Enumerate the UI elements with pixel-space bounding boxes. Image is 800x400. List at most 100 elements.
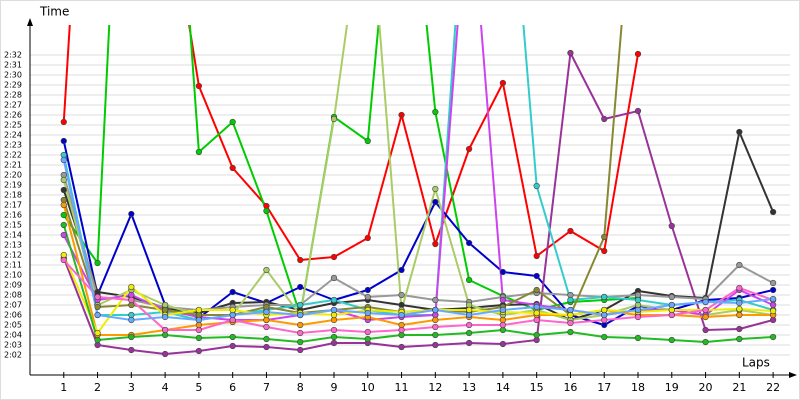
x-tick-label: 20 — [699, 381, 713, 394]
point — [128, 316, 135, 324]
y-tick-label: 2:20 — [4, 171, 22, 180]
y-tick-label: 2:07 — [4, 301, 22, 310]
point — [466, 329, 473, 337]
y-tick-label: 2:29 — [4, 81, 22, 90]
point — [567, 49, 574, 57]
y-tick-label: 2:15 — [4, 221, 22, 230]
point — [601, 311, 608, 319]
x-tick-label: 3 — [128, 381, 135, 394]
point — [229, 288, 236, 296]
point — [94, 293, 101, 301]
y-tick-label: 2:14 — [4, 231, 22, 240]
point — [297, 311, 304, 319]
point — [533, 272, 540, 280]
point — [128, 346, 135, 354]
point — [195, 326, 202, 334]
point — [668, 336, 675, 344]
point — [432, 316, 439, 324]
point — [94, 329, 101, 337]
point — [94, 311, 101, 319]
point — [195, 82, 202, 90]
point — [601, 333, 608, 341]
x-tick-label: 15 — [530, 381, 544, 394]
point — [432, 341, 439, 349]
x-tick-label: 10 — [361, 381, 375, 394]
point — [398, 291, 405, 299]
series-line — [62, 25, 639, 261]
y-tick-label: 2:22 — [4, 151, 22, 160]
x-tick-label: 4 — [162, 381, 169, 394]
point — [330, 339, 338, 347]
point — [297, 301, 304, 309]
point — [297, 338, 304, 346]
x-tick-label: 11 — [395, 381, 409, 394]
point — [94, 336, 101, 344]
point — [499, 79, 506, 87]
y-tick-label: 2:25 — [4, 121, 22, 130]
point — [736, 305, 743, 313]
point — [263, 266, 270, 274]
point — [702, 313, 709, 321]
point — [330, 253, 338, 261]
point — [195, 334, 202, 342]
point — [128, 333, 135, 341]
y-tick-label: 2:16 — [4, 211, 22, 220]
y-tick-label: 2:08 — [4, 291, 22, 300]
point — [330, 333, 338, 341]
point — [736, 261, 743, 269]
point — [533, 182, 540, 190]
x-tick-label: 19 — [665, 381, 679, 394]
point — [533, 316, 540, 324]
point — [162, 313, 169, 321]
point — [668, 222, 675, 230]
point — [533, 331, 540, 339]
point — [668, 311, 675, 319]
x-tick-label: 1 — [60, 381, 67, 394]
point — [195, 306, 202, 314]
y-tick-label: 2:09 — [4, 281, 22, 290]
y-tick-label: 2:04 — [4, 331, 22, 340]
y-tick-label: 2:17 — [4, 201, 22, 210]
x-tick-label: 14 — [496, 381, 510, 394]
point — [499, 340, 506, 348]
point — [229, 311, 236, 319]
point — [567, 227, 574, 235]
point — [297, 321, 304, 329]
point — [398, 326, 405, 334]
ticks: 2:022:032:042:052:062:072:082:092:102:11… — [4, 51, 780, 395]
y-tick-label: 2:02 — [4, 351, 22, 360]
y-tick-label: 2:24 — [4, 131, 22, 140]
point — [634, 50, 642, 58]
y-tick-label: 2:12 — [4, 251, 22, 260]
x-tick-label: 2 — [94, 381, 101, 394]
point — [533, 309, 540, 317]
point — [195, 316, 202, 324]
point — [128, 296, 135, 304]
point — [364, 328, 371, 336]
y-tick-label: 2:06 — [4, 311, 22, 320]
point — [499, 321, 506, 329]
point — [466, 339, 473, 347]
point — [60, 221, 67, 229]
y-tick-label: 2:23 — [4, 141, 22, 150]
y-tick-label: 2:26 — [4, 111, 22, 120]
y-tick-label: 2:28 — [4, 91, 22, 100]
x-tick-label: 5 — [195, 381, 202, 394]
point — [432, 306, 439, 314]
point — [398, 111, 405, 119]
point — [398, 311, 405, 319]
point — [634, 296, 642, 304]
point — [330, 326, 338, 334]
x-tick-label: 13 — [462, 381, 476, 394]
point — [432, 323, 439, 331]
point — [60, 201, 67, 209]
x-tick-label: 17 — [597, 381, 611, 394]
point — [601, 247, 608, 255]
point — [432, 331, 439, 339]
y-tick-label: 2:30 — [4, 71, 22, 80]
point — [634, 107, 642, 115]
point — [263, 323, 270, 331]
point — [60, 231, 67, 239]
point — [60, 156, 67, 164]
